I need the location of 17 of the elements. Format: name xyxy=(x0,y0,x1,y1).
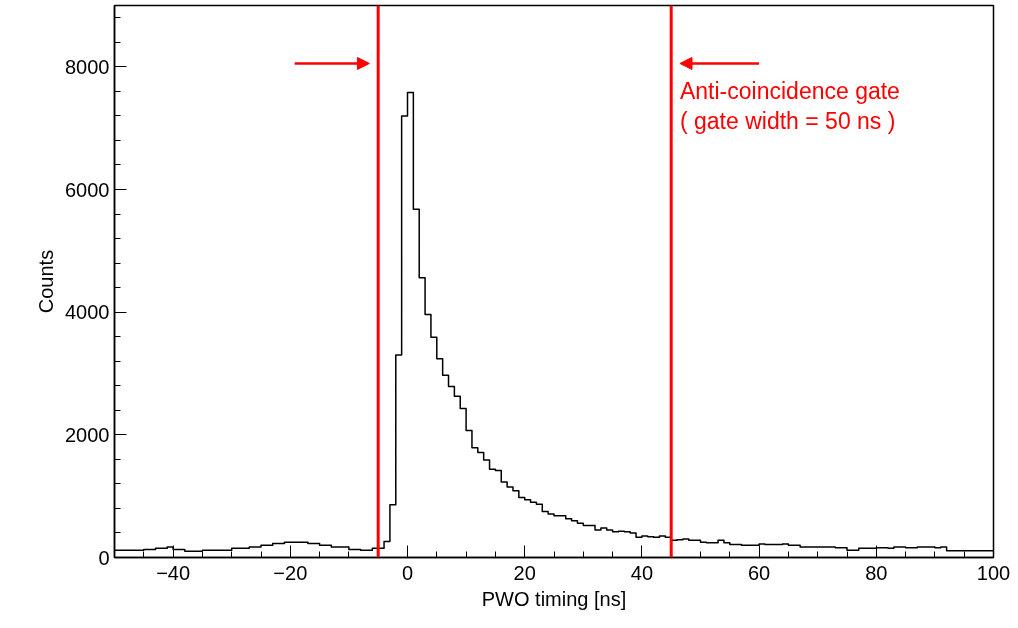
y-tick-label: 0 xyxy=(98,546,110,569)
x-tick-label: 60 xyxy=(747,561,771,584)
y-tick-label: 2000 xyxy=(65,423,110,446)
y-axis-title: Counts xyxy=(35,249,58,314)
x-tick-label: −20 xyxy=(273,561,308,584)
annotation: ( gate width = 50 ns ) xyxy=(679,108,896,135)
x-tick-label: 40 xyxy=(630,561,654,584)
y-tick-label: 6000 xyxy=(65,178,110,201)
x-tick-label: 0 xyxy=(401,561,414,584)
y-tick-label: 4000 xyxy=(65,301,110,324)
y-tick-label: 8000 xyxy=(65,55,110,78)
x-tick-label: −40 xyxy=(156,561,191,584)
annotation: Anti-coincidence gate xyxy=(679,78,900,105)
x-tick-label: 100 xyxy=(976,561,1011,584)
x-axis-title: PWO timing [ns] xyxy=(481,587,627,610)
x-tick-label: 80 xyxy=(865,561,888,584)
x-tick-label: 20 xyxy=(513,561,536,584)
